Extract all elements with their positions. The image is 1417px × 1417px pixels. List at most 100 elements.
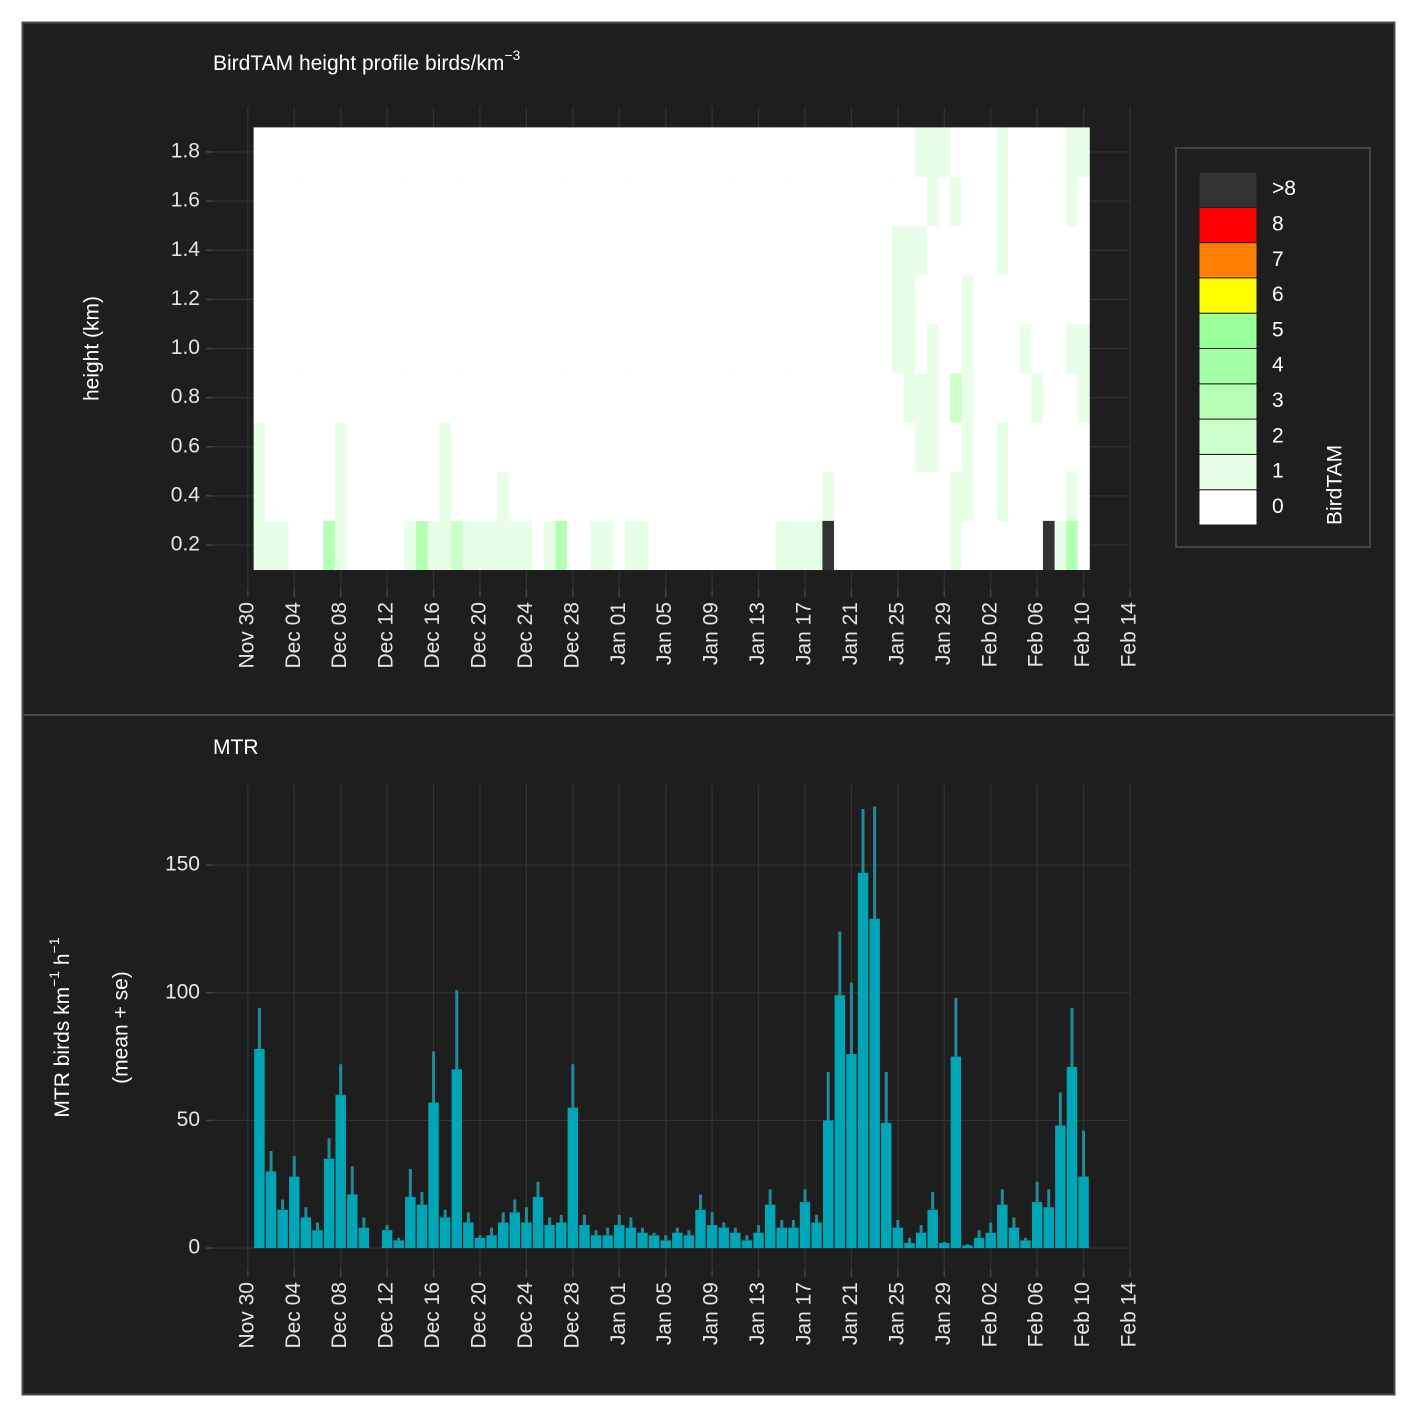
- x-tick-label: Dec 16: [421, 602, 444, 669]
- heatmap-tile: [590, 373, 603, 423]
- heatmap-tile: [938, 225, 951, 276]
- heatmap-tile: [334, 176, 347, 227]
- heatmap-tile: [520, 520, 533, 571]
- heatmap-tile: [996, 323, 1009, 374]
- y-tick-label: 1.8: [171, 140, 200, 163]
- heatmap-tile: [265, 127, 278, 177]
- heatmap-tile: [961, 176, 974, 227]
- x-tick-label: Feb 14: [1118, 1282, 1141, 1348]
- heatmap-tile: [265, 323, 278, 374]
- bar: [416, 1204, 428, 1249]
- heatmap-tile: [938, 176, 951, 227]
- bar: [567, 1107, 579, 1249]
- x-tick-label: Nov 30: [235, 1282, 258, 1349]
- heatmap-tile: [810, 225, 823, 276]
- heatmap-tile: [358, 422, 371, 472]
- heatmap-tile: [1054, 422, 1067, 472]
- heatmap-tile: [474, 323, 487, 374]
- heatmap-tile: [984, 520, 997, 571]
- heatmap-tile: [567, 274, 580, 325]
- heatmap-tile: [276, 225, 289, 276]
- x-tick-label: Jan 09: [700, 1282, 723, 1345]
- heatmap-tile: [288, 373, 301, 423]
- heatmap-tile: [427, 373, 440, 423]
- heatmap-tile: [752, 520, 765, 571]
- heatmap-tile: [416, 422, 429, 472]
- heatmap-tile: [1077, 127, 1090, 177]
- heatmap-tile: [532, 127, 545, 177]
- heatmap-tile: [938, 323, 951, 374]
- heatmap-tile: [323, 520, 336, 571]
- heatmap-tile: [834, 225, 847, 276]
- heatmap-tile: [706, 127, 719, 177]
- heatmap-tile: [311, 225, 324, 276]
- x-tick-label: Jan 05: [653, 602, 676, 665]
- heatmap-tile: [694, 471, 707, 521]
- heatmap-tile: [752, 471, 765, 521]
- heatmap-tile: [578, 373, 591, 423]
- heatmap-tile: [625, 274, 638, 325]
- heatmap-tile: [775, 323, 788, 374]
- heatmap-tile: [984, 225, 997, 276]
- heatmap-tile: [671, 274, 684, 325]
- heatmap-tile: [613, 127, 626, 177]
- heatmap-tile: [346, 127, 359, 177]
- heatmap-tile: [276, 176, 289, 227]
- heatmap-tile: [729, 520, 742, 571]
- heatmap-tile: [926, 323, 939, 374]
- heatmap-tile: [253, 520, 266, 571]
- heatmap-tile: [416, 520, 429, 571]
- bar: [1031, 1202, 1043, 1249]
- heatmap-tile: [717, 323, 730, 374]
- heatmap-tile: [462, 422, 475, 472]
- bar: [788, 1227, 799, 1249]
- heatmap-tile: [810, 422, 823, 472]
- heatmap-tile: [775, 520, 788, 571]
- heatmap-tile: [288, 127, 301, 177]
- heatmap-tile: [300, 323, 313, 374]
- heatmap-tile: [729, 274, 742, 325]
- heatmap-tile: [810, 176, 823, 227]
- heatmap-tile: [625, 225, 638, 276]
- heatmap-tile: [706, 274, 719, 325]
- heatmap-tile: [741, 127, 754, 177]
- bar: [706, 1225, 718, 1249]
- heatmap-tile: [334, 471, 347, 521]
- heatmap-tile: [1066, 225, 1079, 276]
- heatmap-tile: [1042, 323, 1055, 374]
- heatmap-tile: [1008, 225, 1021, 276]
- heatmap-tile: [973, 176, 986, 227]
- heatmap-tile: [543, 422, 556, 472]
- heatmap-tile: [926, 274, 939, 325]
- heatmap-tile: [462, 373, 475, 423]
- heatmap-tile: [799, 176, 812, 227]
- heatmap-tile: [787, 323, 800, 374]
- heatmap-tile: [404, 323, 417, 374]
- heatmap-tile: [961, 225, 974, 276]
- heatmap-tile: [555, 471, 568, 521]
- bar: [265, 1171, 277, 1249]
- legend-label: 8: [1272, 212, 1284, 235]
- x-tick-label: Jan 29: [932, 602, 955, 665]
- heatmap-tile: [474, 422, 487, 472]
- heatmap-tile: [1031, 274, 1044, 325]
- heatmap-tile: [892, 176, 905, 227]
- heatmap-tile: [787, 274, 800, 325]
- heatmap-tile: [961, 373, 974, 423]
- y-tick-label: 1.6: [171, 189, 200, 212]
- heatmap-tile: [694, 422, 707, 472]
- y-axis-title: height (km): [81, 296, 104, 401]
- heatmap-tile: [288, 323, 301, 374]
- y-tick-label: 100: [165, 980, 200, 1003]
- heatmap-tile: [752, 127, 765, 177]
- bar: [799, 1202, 811, 1249]
- heatmap-tile: [416, 176, 429, 227]
- heatmap-tile: [369, 127, 382, 177]
- heatmap-tile: [706, 471, 719, 521]
- heatmap-tile: [1054, 176, 1067, 227]
- heatmap-tile: [416, 225, 429, 276]
- heatmap-tile: [439, 225, 452, 276]
- heatmap-tile: [741, 471, 754, 521]
